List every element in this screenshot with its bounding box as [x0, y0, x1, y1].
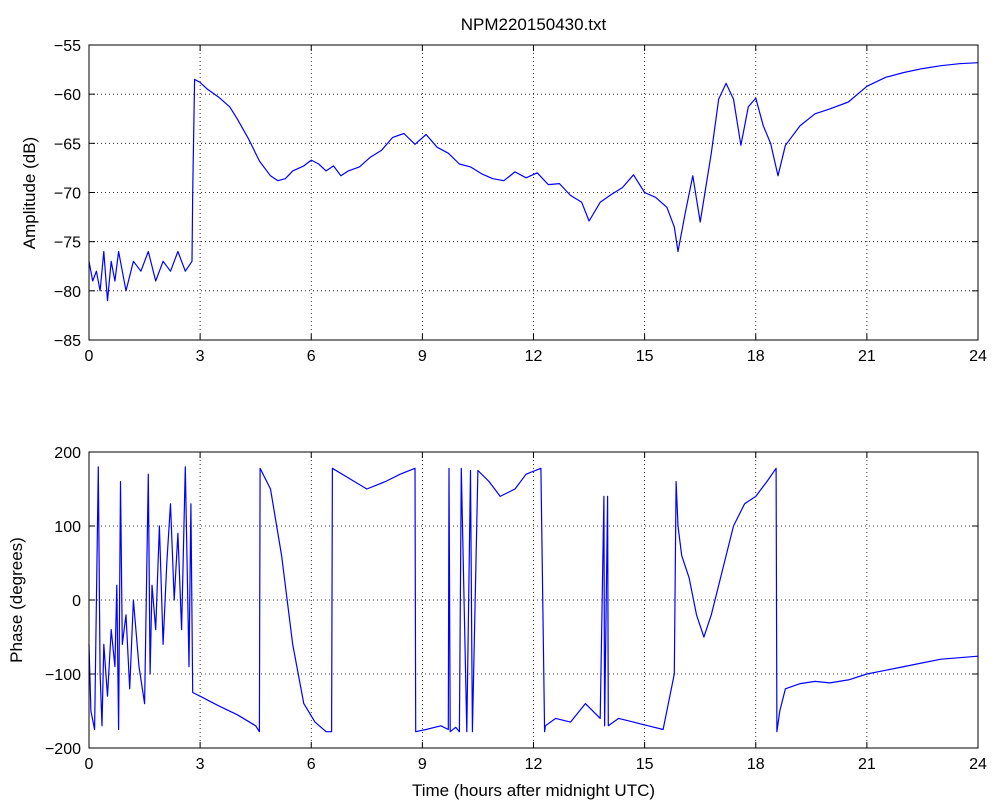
amplitude-x-tick-label: 6 [307, 348, 316, 365]
amplitude-y-tick-label: −85 [54, 333, 81, 350]
time-axis-label: Time (hours after midnight UTC) [412, 781, 655, 800]
amplitude-x-tick-label: 3 [196, 348, 205, 365]
amplitude-x-tick-label: 12 [525, 348, 543, 365]
phase-panel: Phase (degrees) Time (hours after midnig… [7, 445, 987, 800]
amplitude-x-tick-label: 24 [969, 348, 987, 365]
phase-x-tick-label: 9 [418, 756, 427, 773]
chart-title: NPM220150430.txt [461, 15, 607, 34]
amplitude-y-tick-label: −55 [54, 38, 81, 55]
amplitude-y-tick-label: −65 [54, 136, 81, 153]
amplitude-axis-label: Amplitude (dB) [20, 137, 39, 249]
phase-y-tick-label: 100 [54, 519, 81, 536]
phase-x-tick-label: 3 [196, 756, 205, 773]
amplitude-y-tick-label: −75 [54, 235, 81, 252]
phase-y-tick-label: 0 [72, 593, 81, 610]
amplitude-series-line [88, 62, 979, 302]
amplitude-panel: NPM220150430.txt Amplitude (dB) 0 3 6 9 12 15… [20, 15, 987, 365]
phase-x-tick-label: 24 [969, 756, 987, 773]
amplitude-x-tick-label: 15 [636, 348, 654, 365]
phase-x-tick-label: 12 [525, 756, 543, 773]
amplitude-y-tick-label: −80 [54, 284, 81, 301]
phase-x-tick-label: 0 [85, 756, 94, 773]
phase-x-tick-label: 6 [307, 756, 316, 773]
phase-series-line [88, 466, 979, 733]
phase-x-tick-label: 18 [747, 756, 765, 773]
phase-y-tick-label: −100 [45, 667, 81, 684]
amplitude-x-tick-label: 21 [858, 348, 876, 365]
phase-y-tick-label: −200 [45, 741, 81, 758]
phase-y-tick-label: 200 [54, 445, 81, 462]
phase-x-tick-label: 15 [636, 756, 654, 773]
amplitude-x-tick-label: 0 [85, 348, 94, 365]
amplitude-y-tick-label: −70 [54, 186, 81, 203]
amplitude-y-tick-label: −60 [54, 87, 81, 104]
amplitude-x-tick-label: 18 [747, 348, 765, 365]
phase-axis-label: Phase (degrees) [7, 537, 26, 663]
phase-x-tick-label: 21 [858, 756, 876, 773]
amplitude-x-tick-label: 9 [418, 348, 427, 365]
